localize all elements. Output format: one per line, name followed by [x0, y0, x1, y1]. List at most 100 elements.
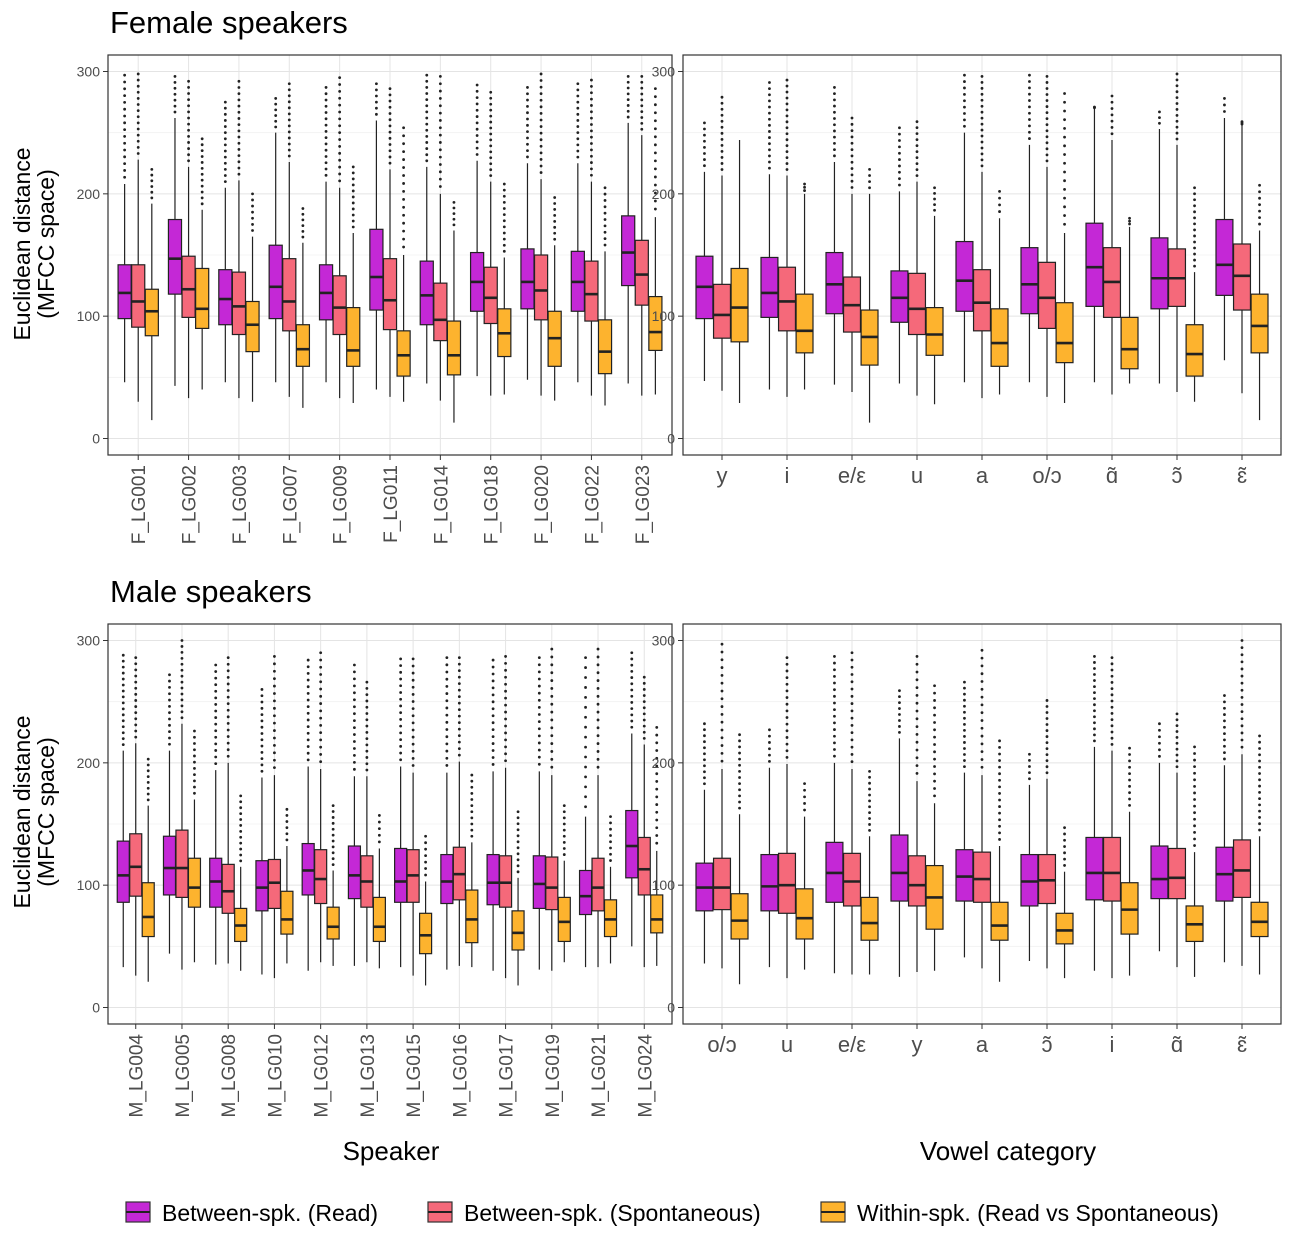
outlier-point: [1045, 729, 1049, 732]
outlier-point: [457, 740, 461, 744]
outlier-point: [553, 202, 557, 205]
outlier-point: [576, 94, 580, 98]
outlier-point: [584, 676, 587, 679]
outlier-point: [273, 662, 276, 666]
outlier-point: [539, 125, 543, 128]
outlier-point: [324, 117, 328, 121]
outlier-point: [1063, 851, 1066, 855]
outlier-point: [526, 111, 529, 115]
outlier-point: [1028, 92, 1031, 96]
y-tick-label: 0: [667, 430, 675, 446]
outlier-point: [457, 656, 461, 660]
outlier-point: [1258, 772, 1261, 775]
outlier-point: [287, 148, 291, 152]
outlier-point: [123, 114, 127, 118]
outlier-point: [833, 154, 836, 158]
outlier-point: [491, 700, 495, 704]
outlier-point: [445, 670, 449, 674]
box-iqr: [907, 272, 927, 336]
outlier-point: [640, 127, 644, 131]
x-tick-label: F_LG002: [180, 465, 201, 544]
outlier-point: [720, 736, 724, 740]
outlier-point: [173, 80, 177, 84]
outlier-point: [576, 155, 580, 159]
box-1: [1232, 639, 1252, 966]
category-group-3: [268, 82, 311, 408]
box-iqr: [326, 906, 340, 940]
outlier-point: [609, 846, 612, 850]
outlier-point: [768, 160, 771, 164]
outlier-point: [375, 106, 378, 110]
outlier-point: [226, 754, 230, 758]
outlier-point: [226, 662, 230, 666]
outlier-point: [121, 665, 125, 669]
box-1: [545, 647, 559, 971]
box-1: [181, 79, 196, 399]
outlier-point: [134, 699, 138, 702]
outlier-point: [388, 118, 392, 122]
outlier-point: [833, 117, 836, 120]
outlier-point: [720, 95, 724, 99]
box-0: [1085, 105, 1104, 383]
outlier-point: [1093, 727, 1096, 731]
outlier-point: [273, 692, 276, 695]
outlier-point: [596, 750, 600, 753]
outlier-point: [1240, 681, 1244, 685]
outlier-point: [1258, 747, 1261, 750]
outlier-point: [173, 86, 177, 90]
outlier-point: [193, 779, 196, 783]
outlier-point: [584, 745, 587, 749]
outlier-point: [980, 128, 984, 132]
category-group-6: [1085, 94, 1139, 395]
box-1: [1037, 699, 1057, 969]
outlier-point: [338, 83, 342, 86]
outlier-point: [331, 821, 335, 825]
outlier-point: [180, 650, 184, 654]
outlier-point: [1175, 119, 1179, 123]
outlier-point: [720, 658, 724, 662]
outlier-point: [998, 765, 1001, 769]
outlier-point: [720, 101, 724, 105]
outlier-point: [353, 670, 356, 674]
outlier-point: [214, 683, 218, 687]
outlier-point: [331, 804, 335, 808]
outlier-point: [475, 108, 479, 112]
outlier-point: [1063, 92, 1066, 95]
outlier-point: [504, 689, 507, 693]
outlier-point: [703, 158, 706, 161]
outlier-point: [260, 744, 264, 748]
outlier-point: [1240, 653, 1244, 657]
outlier-point: [237, 160, 241, 164]
outlier-point: [1110, 693, 1114, 697]
box-iqr: [545, 856, 559, 911]
outlier-point: [785, 144, 789, 148]
outlier-point: [1063, 838, 1066, 842]
outlier-point: [402, 237, 405, 241]
outlier-point: [1175, 765, 1179, 769]
outlier-point: [833, 98, 836, 102]
outlier-point: [1045, 111, 1049, 115]
legend-item-spontaneous: Between-spk. (Spontaneous): [427, 1200, 761, 1226]
outlier-point: [596, 687, 600, 690]
outlier-point: [915, 686, 919, 690]
outlier-point: [123, 155, 127, 159]
outlier-point: [998, 831, 1001, 835]
category-group-10: [621, 75, 663, 396]
outlier-point: [1093, 685, 1096, 688]
outlier-point: [301, 207, 305, 210]
outlier-point: [1193, 837, 1196, 841]
x-axis-label-speaker: Speaker: [343, 1136, 440, 1166]
box-iqr: [1150, 237, 1169, 310]
outlier-point: [630, 719, 634, 723]
outlier-point: [550, 671, 554, 675]
outlier-point: [980, 104, 984, 108]
outlier-point: [768, 123, 771, 127]
box-1: [634, 75, 649, 396]
outlier-point: [785, 138, 789, 142]
legend-label-read: Between-spk. (Read): [162, 1200, 378, 1226]
box-2: [465, 773, 479, 968]
outlier-point: [596, 726, 600, 730]
outlier-point: [933, 765, 936, 768]
outlier-point: [850, 186, 854, 189]
box-0: [419, 73, 434, 384]
